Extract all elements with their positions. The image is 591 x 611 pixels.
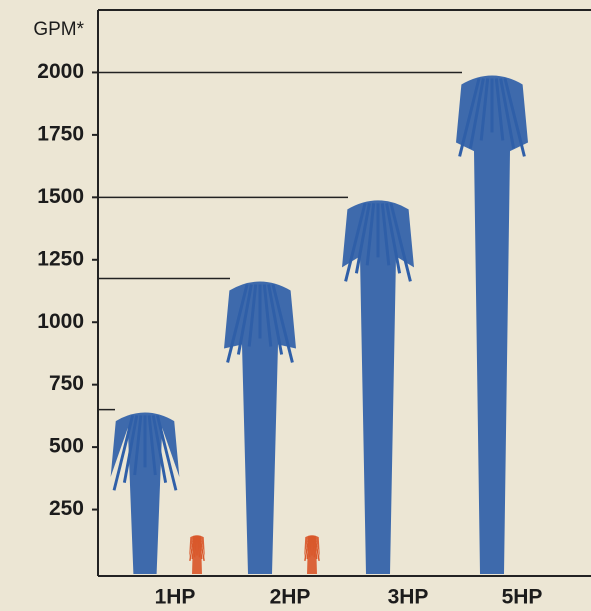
- y-tick-label: 1250: [37, 247, 84, 270]
- y-axis-label: GPM*: [33, 19, 84, 40]
- x-tick-label: 2HP: [270, 586, 311, 609]
- y-tick-label: 750: [49, 372, 84, 395]
- y-tick-label: 2000: [37, 60, 84, 83]
- x-tick-label: 3HP: [388, 586, 429, 609]
- y-tick-label: 500: [49, 435, 84, 458]
- y-tick-label: 250: [49, 497, 84, 520]
- y-tick-label: 1750: [37, 122, 84, 145]
- chart: GPM* 250 500 750 1000 1250 1500 1750 2000 1HP 2HP…: [0, 0, 591, 611]
- y-tick-label: 1500: [37, 185, 84, 208]
- x-tick-label: 5HP: [502, 586, 543, 609]
- x-tick-label: 1HP: [155, 586, 196, 609]
- y-tick-label: 1000: [37, 310, 84, 333]
